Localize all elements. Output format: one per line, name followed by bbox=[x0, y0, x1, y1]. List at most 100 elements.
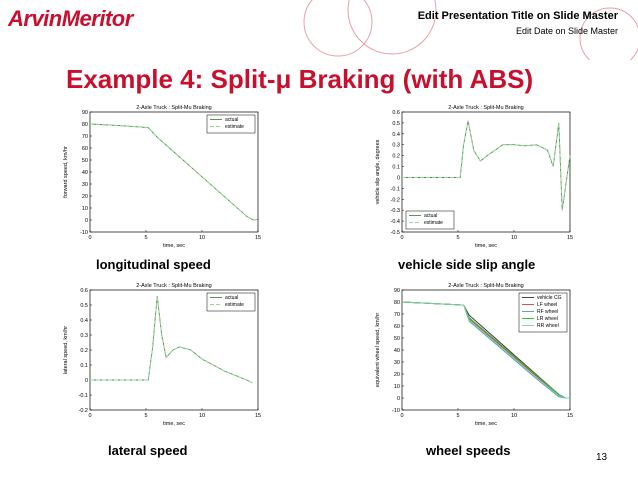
legend-label: LR wheel bbox=[537, 316, 558, 322]
legend-label: actual bbox=[225, 295, 238, 301]
x-tick-label: 10 bbox=[511, 235, 517, 241]
y-tick-label: -0.5 bbox=[391, 230, 400, 236]
chart-title: 2-Axle Truck : Split-Mu Braking bbox=[136, 283, 212, 289]
legend-label: RR wheel bbox=[537, 323, 559, 329]
y-tick-label: 50 bbox=[82, 158, 88, 164]
y-tick-label: 0.2 bbox=[392, 154, 400, 160]
y-tick-label: 90 bbox=[394, 288, 400, 294]
chart-title: 2-Axle Truck : Split-Mu Braking bbox=[448, 105, 524, 111]
y-tick-label: 60 bbox=[82, 146, 88, 152]
y-tick-label: 0 bbox=[85, 378, 88, 384]
y-axis-label: vehicle slip angle, degrees bbox=[375, 139, 381, 204]
x-axis-label: time, sec bbox=[475, 421, 497, 427]
y-tick-label: 0.3 bbox=[80, 333, 88, 339]
y-tick-label: 80 bbox=[82, 122, 88, 128]
y-tick-label: 0.6 bbox=[392, 110, 400, 116]
y-tick-label: 0 bbox=[85, 218, 88, 224]
y-tick-label: -10 bbox=[80, 230, 88, 236]
y-tick-label: 60 bbox=[394, 324, 400, 330]
x-axis-label: time, sec bbox=[163, 421, 185, 427]
y-tick-label: -0.2 bbox=[391, 197, 400, 203]
y-tick-label: -0.4 bbox=[391, 219, 400, 225]
x-tick-label: 5 bbox=[456, 235, 459, 241]
y-tick-label: 0 bbox=[397, 396, 400, 402]
x-tick-label: 0 bbox=[88, 413, 91, 419]
x-tick-label: 15 bbox=[567, 413, 573, 419]
x-tick-label: 0 bbox=[400, 235, 403, 241]
y-tick-label: 0.5 bbox=[80, 303, 88, 309]
series-line-rr-wheel bbox=[401, 301, 570, 399]
y-tick-label: 50 bbox=[394, 336, 400, 342]
y-tick-label: -0.1 bbox=[391, 186, 400, 192]
y-tick-label: 30 bbox=[82, 182, 88, 188]
y-axis-label: equivalent wheel speed, km/hr bbox=[375, 313, 381, 387]
series-line-estimate bbox=[402, 120, 571, 211]
legend-label: actual bbox=[225, 117, 238, 123]
chart-wheel-speeds: 2-Axle Truck : Split-Mu Braking 0 5 10 15 -10… bbox=[375, 283, 573, 427]
legend-label: actual bbox=[424, 213, 437, 219]
presentation-date: Edit Date on Slide Master bbox=[515, 26, 618, 36]
chart-title: 2-Axle Truck : Split-Mu Braking bbox=[136, 105, 212, 111]
y-tick-label: 0.1 bbox=[392, 165, 400, 171]
y-tick-label: 20 bbox=[394, 372, 400, 378]
y-tick-label: 0.6 bbox=[80, 288, 88, 294]
x-tick-label: 5 bbox=[456, 413, 459, 419]
caption-longitudinal-speed: longitudinal speed bbox=[96, 257, 211, 272]
legend-label: estimate bbox=[225, 302, 244, 308]
y-tick-label: 70 bbox=[82, 134, 88, 140]
y-tick-label: 80 bbox=[394, 300, 400, 306]
y-tick-label: 40 bbox=[82, 170, 88, 176]
x-tick-label: 0 bbox=[400, 413, 403, 419]
series-line-estimate bbox=[89, 123, 259, 221]
y-tick-label: 10 bbox=[394, 384, 400, 390]
legend-label: RF wheel bbox=[537, 309, 558, 315]
y-tick-label: 0.4 bbox=[392, 132, 400, 138]
caption-wheel-speeds: wheel speeds bbox=[426, 443, 511, 458]
x-tick-label: 10 bbox=[511, 413, 517, 419]
slide-title: Example 4: Split-μ Braking (with ABS) bbox=[66, 64, 534, 94]
x-tick-label: 15 bbox=[255, 235, 261, 241]
chart-title: 2-Axle Truck : Split-Mu Braking bbox=[448, 283, 524, 289]
y-tick-label: 0.2 bbox=[80, 348, 88, 354]
legend-label: estimate bbox=[225, 124, 244, 130]
arvinmeritor-logo: ArvinMeritor bbox=[8, 6, 133, 31]
x-tick-label: 0 bbox=[88, 235, 91, 241]
caption-lateral-speed: lateral speed bbox=[108, 443, 188, 458]
x-tick-label: 15 bbox=[567, 235, 573, 241]
y-tick-label: -0.1 bbox=[79, 393, 88, 399]
presentation-title: Edit Presentation Title on Slide Master bbox=[417, 10, 618, 22]
caption-vehicle-side-slip-angle: vehicle side slip angle bbox=[398, 257, 536, 272]
x-tick-label: 5 bbox=[144, 413, 147, 419]
chart-longitudinal-speed: 2-Axle Truck : Split-Mu Braking 0 5 10 15 -10… bbox=[63, 105, 261, 249]
y-tick-label: 0.4 bbox=[80, 318, 88, 324]
y-axis-label: lateral speed, km/hr bbox=[63, 326, 69, 374]
y-tick-label: 40 bbox=[394, 348, 400, 354]
y-tick-label: 20 bbox=[82, 194, 88, 200]
x-tick-label: 5 bbox=[144, 235, 147, 241]
series-line-estimate bbox=[90, 295, 253, 384]
header-decoration bbox=[303, 0, 638, 60]
y-tick-label: 0 bbox=[397, 175, 400, 181]
x-axis-label: time, sec bbox=[163, 243, 185, 249]
x-tick-label: 10 bbox=[199, 413, 205, 419]
x-axis-label: time, sec bbox=[475, 243, 497, 249]
y-axis-label: forward speed, km/hr bbox=[63, 146, 69, 198]
legend-label: estimate bbox=[424, 220, 443, 226]
y-tick-label: 10 bbox=[82, 206, 88, 212]
y-tick-label: 70 bbox=[394, 312, 400, 318]
y-tick-label: 0.1 bbox=[80, 363, 88, 369]
legend-label: LF wheel bbox=[537, 302, 557, 308]
legend-label: vehicle CG bbox=[537, 295, 562, 301]
x-tick-label: 10 bbox=[199, 235, 205, 241]
y-tick-label: 0.5 bbox=[392, 121, 400, 127]
x-tick-label: 15 bbox=[255, 413, 261, 419]
page-number: 13 bbox=[596, 452, 608, 463]
chart-vehicle-side-slip-angle: 2-Axle Truck : Split-Mu Braking 0 5 10 15 -0.… bbox=[375, 105, 573, 249]
y-tick-label: -0.3 bbox=[391, 208, 400, 214]
y-tick-label: 0.3 bbox=[392, 143, 400, 149]
y-tick-label: -0.2 bbox=[79, 408, 88, 414]
y-tick-label: 30 bbox=[394, 360, 400, 366]
chart-lateral-speed: 2-Axle Truck : Split-Mu Braking 0 5 10 15 -0.… bbox=[63, 283, 261, 427]
y-tick-label: 90 bbox=[82, 110, 88, 116]
y-tick-label: -10 bbox=[392, 408, 400, 414]
